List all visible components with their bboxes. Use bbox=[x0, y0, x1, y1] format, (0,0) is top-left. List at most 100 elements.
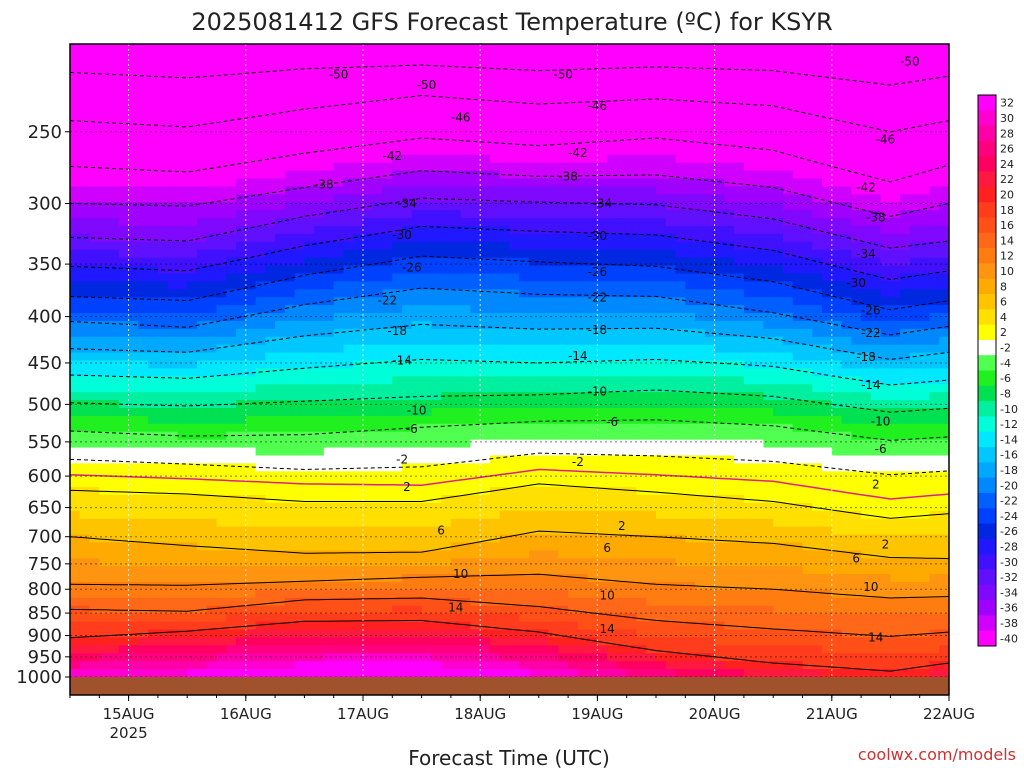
field-cell bbox=[489, 558, 501, 567]
field-cell bbox=[431, 297, 442, 306]
field-cell bbox=[392, 400, 403, 409]
field-cell bbox=[636, 463, 647, 472]
field-cell bbox=[646, 653, 657, 662]
field-cell bbox=[499, 265, 511, 275]
field-cell bbox=[216, 407, 227, 417]
field-cell bbox=[489, 210, 501, 219]
field-cell bbox=[529, 51, 540, 61]
field-cell bbox=[363, 107, 374, 116]
field-cell bbox=[675, 328, 686, 338]
field-cell bbox=[372, 289, 384, 298]
field-cell bbox=[656, 233, 667, 243]
field-cell bbox=[70, 297, 81, 306]
field-cell bbox=[529, 138, 540, 148]
field-cell bbox=[343, 51, 354, 61]
field-cell bbox=[372, 115, 384, 124]
field-cell bbox=[480, 447, 491, 457]
field-cell bbox=[245, 138, 257, 148]
field-cell bbox=[255, 107, 266, 116]
field-cell bbox=[245, 542, 257, 551]
field-cell bbox=[128, 123, 139, 132]
field-cell bbox=[284, 558, 296, 567]
field-cell bbox=[89, 297, 100, 306]
field-cell bbox=[460, 154, 472, 164]
field-cell bbox=[577, 502, 589, 512]
field-cell bbox=[597, 178, 608, 188]
field-cell bbox=[577, 178, 589, 188]
field-cell bbox=[411, 186, 423, 195]
field-cell bbox=[509, 146, 520, 156]
field-cell bbox=[187, 67, 198, 77]
field-cell bbox=[118, 368, 130, 377]
field-cell bbox=[392, 368, 403, 377]
field-cell bbox=[411, 170, 423, 180]
field-cell bbox=[480, 558, 491, 567]
field-cell bbox=[665, 281, 677, 290]
field-cell bbox=[70, 566, 81, 575]
field-cell bbox=[148, 431, 159, 441]
field-cell bbox=[450, 589, 462, 599]
field-cell bbox=[353, 194, 364, 203]
field-cell bbox=[333, 479, 345, 488]
field-cell bbox=[255, 613, 266, 623]
field-cell bbox=[392, 495, 403, 504]
field-cell bbox=[489, 75, 501, 85]
field-cell bbox=[284, 510, 296, 520]
field-cell bbox=[636, 368, 647, 377]
field-cell bbox=[402, 233, 413, 243]
field-cell bbox=[79, 67, 91, 77]
field-cell bbox=[275, 637, 286, 646]
field-cell bbox=[89, 400, 100, 409]
field-cell bbox=[646, 542, 657, 551]
field-cell bbox=[343, 574, 354, 583]
field-cell bbox=[656, 305, 667, 314]
field-cell bbox=[597, 368, 608, 377]
field-cell bbox=[304, 526, 315, 536]
field-cell bbox=[138, 447, 149, 457]
field-cell bbox=[314, 510, 325, 520]
field-cell bbox=[128, 162, 139, 172]
field-cell bbox=[411, 138, 423, 148]
field-cell bbox=[470, 566, 481, 575]
field-cell bbox=[431, 225, 442, 235]
field-cell bbox=[89, 123, 100, 132]
field-cell bbox=[558, 407, 569, 417]
field-cell bbox=[363, 384, 374, 393]
field-cell bbox=[607, 352, 618, 362]
field-cell bbox=[616, 328, 628, 338]
field-cell bbox=[509, 202, 520, 211]
field-cell bbox=[509, 368, 520, 377]
field-cell bbox=[343, 320, 354, 330]
field-cell bbox=[587, 59, 598, 69]
field-cell bbox=[607, 558, 618, 567]
field-cell bbox=[587, 542, 598, 551]
field-cell bbox=[118, 154, 130, 164]
field-cell bbox=[216, 162, 227, 172]
field-cell bbox=[99, 146, 110, 156]
field-cell bbox=[529, 510, 540, 520]
field-cell bbox=[294, 669, 305, 677]
field-cell bbox=[665, 162, 677, 172]
field-cell bbox=[372, 146, 384, 156]
field-cell bbox=[499, 526, 511, 536]
field-cell bbox=[499, 534, 511, 544]
field-cell bbox=[538, 558, 550, 567]
field-cell bbox=[421, 550, 432, 559]
field-cell bbox=[548, 202, 559, 211]
field-cell bbox=[665, 479, 677, 488]
field-cell bbox=[577, 550, 589, 559]
field-cell bbox=[196, 67, 208, 77]
field-cell bbox=[99, 534, 110, 544]
field-cell bbox=[245, 91, 257, 100]
field-cell bbox=[128, 265, 139, 275]
field-cell bbox=[177, 407, 188, 417]
field-cell bbox=[177, 67, 188, 77]
field-cell bbox=[519, 99, 530, 108]
field-cell bbox=[79, 510, 91, 520]
field-cell bbox=[79, 91, 91, 100]
field-cell bbox=[646, 574, 657, 583]
field-cell bbox=[255, 352, 266, 362]
field-cell bbox=[548, 510, 559, 520]
field-cell bbox=[411, 566, 423, 575]
field-cell bbox=[118, 471, 130, 480]
